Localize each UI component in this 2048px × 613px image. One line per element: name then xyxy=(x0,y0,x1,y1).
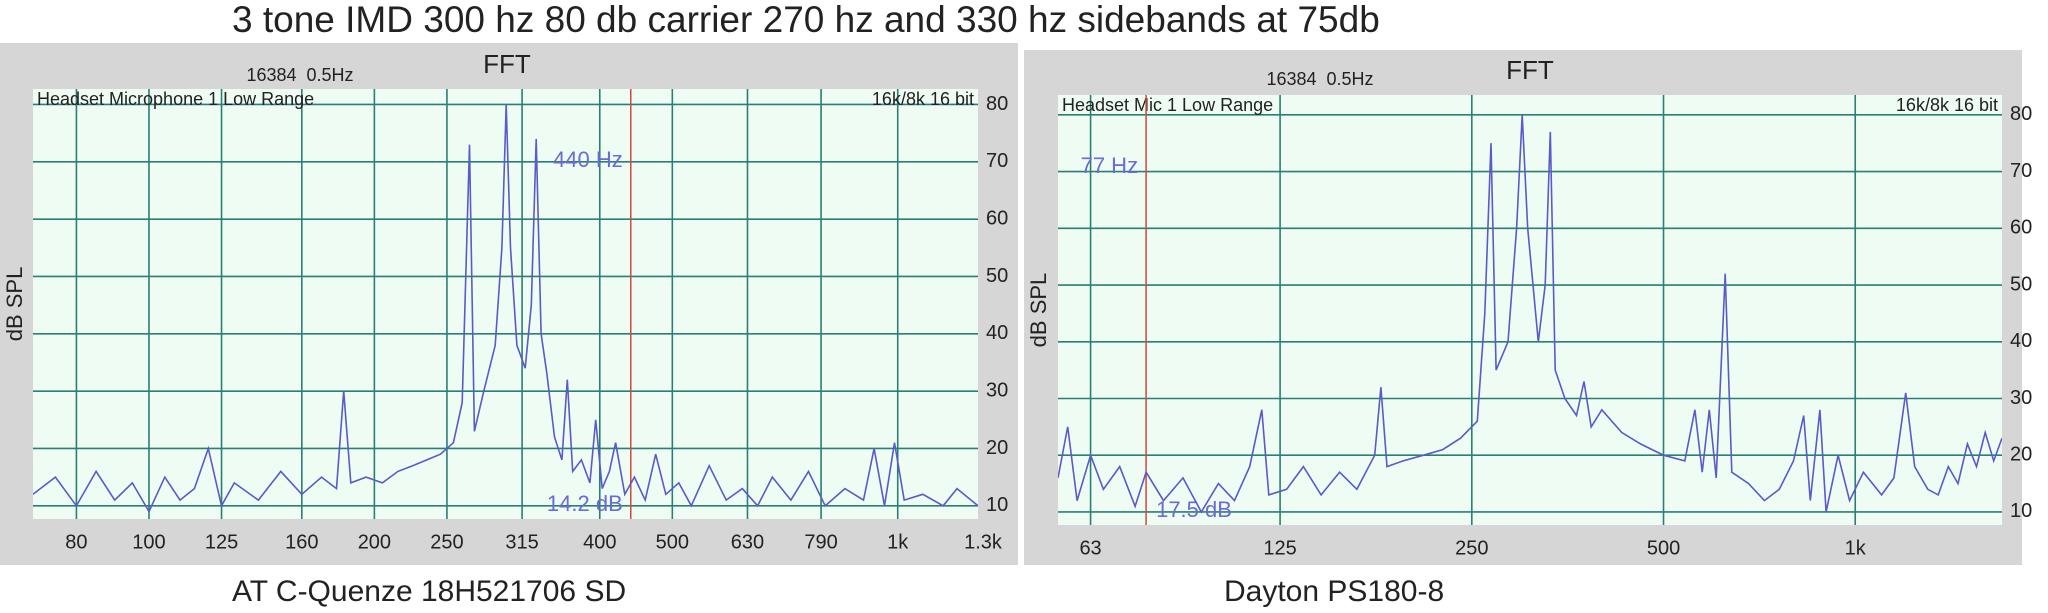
x-tick-label: 63 xyxy=(1079,537,1101,559)
y-tick-label: 10 xyxy=(2010,500,2032,522)
chart-title: FFT xyxy=(1506,55,1554,85)
y-axis-label: dB SPL xyxy=(2,267,27,342)
y-tick-label: 20 xyxy=(2010,444,2032,466)
x-tick-label: 500 xyxy=(656,531,689,553)
caption: AT C-Quenze 18H521706 SD xyxy=(232,575,626,608)
x-tick-label: 1k xyxy=(887,531,909,553)
chart-title: FFT xyxy=(483,49,531,79)
x-tick-label: 1.3k xyxy=(964,531,1003,553)
y-tick-label: 70 xyxy=(2010,160,2032,182)
spectrum-line xyxy=(1058,114,2002,514)
cursor-frequency: 77 Hz xyxy=(1081,153,1138,178)
settings: 16384 0.5Hz xyxy=(1266,69,1373,89)
x-tick-label: 125 xyxy=(205,531,238,553)
input-label: Headset Mic 1 Low Range xyxy=(1062,95,1273,115)
x-tick-label: 500 xyxy=(1647,537,1680,559)
x-tick-label: 250 xyxy=(430,531,463,553)
settings: 16384 0.5Hz xyxy=(246,65,353,85)
x-tick-label: 630 xyxy=(731,531,764,553)
caption: Dayton PS180-8 xyxy=(1224,575,1444,608)
y-tick-label: 70 xyxy=(986,150,1008,172)
y-tick-label: 40 xyxy=(986,322,1008,344)
x-tick-label: 315 xyxy=(505,531,538,553)
y-tick-label: 80 xyxy=(986,93,1008,115)
x-tick-label: 100 xyxy=(132,531,165,553)
x-tick-label: 250 xyxy=(1455,537,1488,559)
format-label: 16k/8k 16 bit xyxy=(872,89,974,109)
spectrum-line xyxy=(33,104,978,514)
cursor-level: 14.2 dB xyxy=(547,491,623,516)
x-tick-label: 80 xyxy=(65,531,87,553)
x-tick-label: 400 xyxy=(583,531,616,553)
y-tick-label: 10 xyxy=(986,494,1008,516)
y-tick-label: 50 xyxy=(986,265,1008,287)
input-label: Headset Microphone 1 Low Range xyxy=(37,89,314,109)
x-tick-label: 790 xyxy=(804,531,837,553)
cursor-level: 17.5 dB xyxy=(1156,497,1232,522)
y-tick-label: 30 xyxy=(2010,387,2032,409)
page-title: 3 tone IMD 300 hz 80 db carrier 270 hz a… xyxy=(232,0,1380,40)
y-tick-label: 60 xyxy=(2010,217,2032,239)
y-tick-label: 30 xyxy=(986,379,1008,401)
x-tick-label: 160 xyxy=(285,531,318,553)
x-tick-label: 125 xyxy=(1263,537,1296,559)
x-tick-label: 1k xyxy=(1845,537,1867,559)
y-axis-label: dB SPL xyxy=(1026,273,1051,348)
format-label: 16k/8k 16 bit xyxy=(1896,95,1998,115)
y-tick-label: 60 xyxy=(986,207,1008,229)
x-tick-label: 200 xyxy=(358,531,391,553)
y-tick-label: 80 xyxy=(2010,103,2032,125)
y-tick-label: 40 xyxy=(2010,330,2032,352)
y-tick-label: 50 xyxy=(2010,273,2032,295)
plot-area xyxy=(1058,95,2002,525)
y-tick-label: 20 xyxy=(986,437,1008,459)
cursor-frequency: 440 Hz xyxy=(553,147,623,172)
